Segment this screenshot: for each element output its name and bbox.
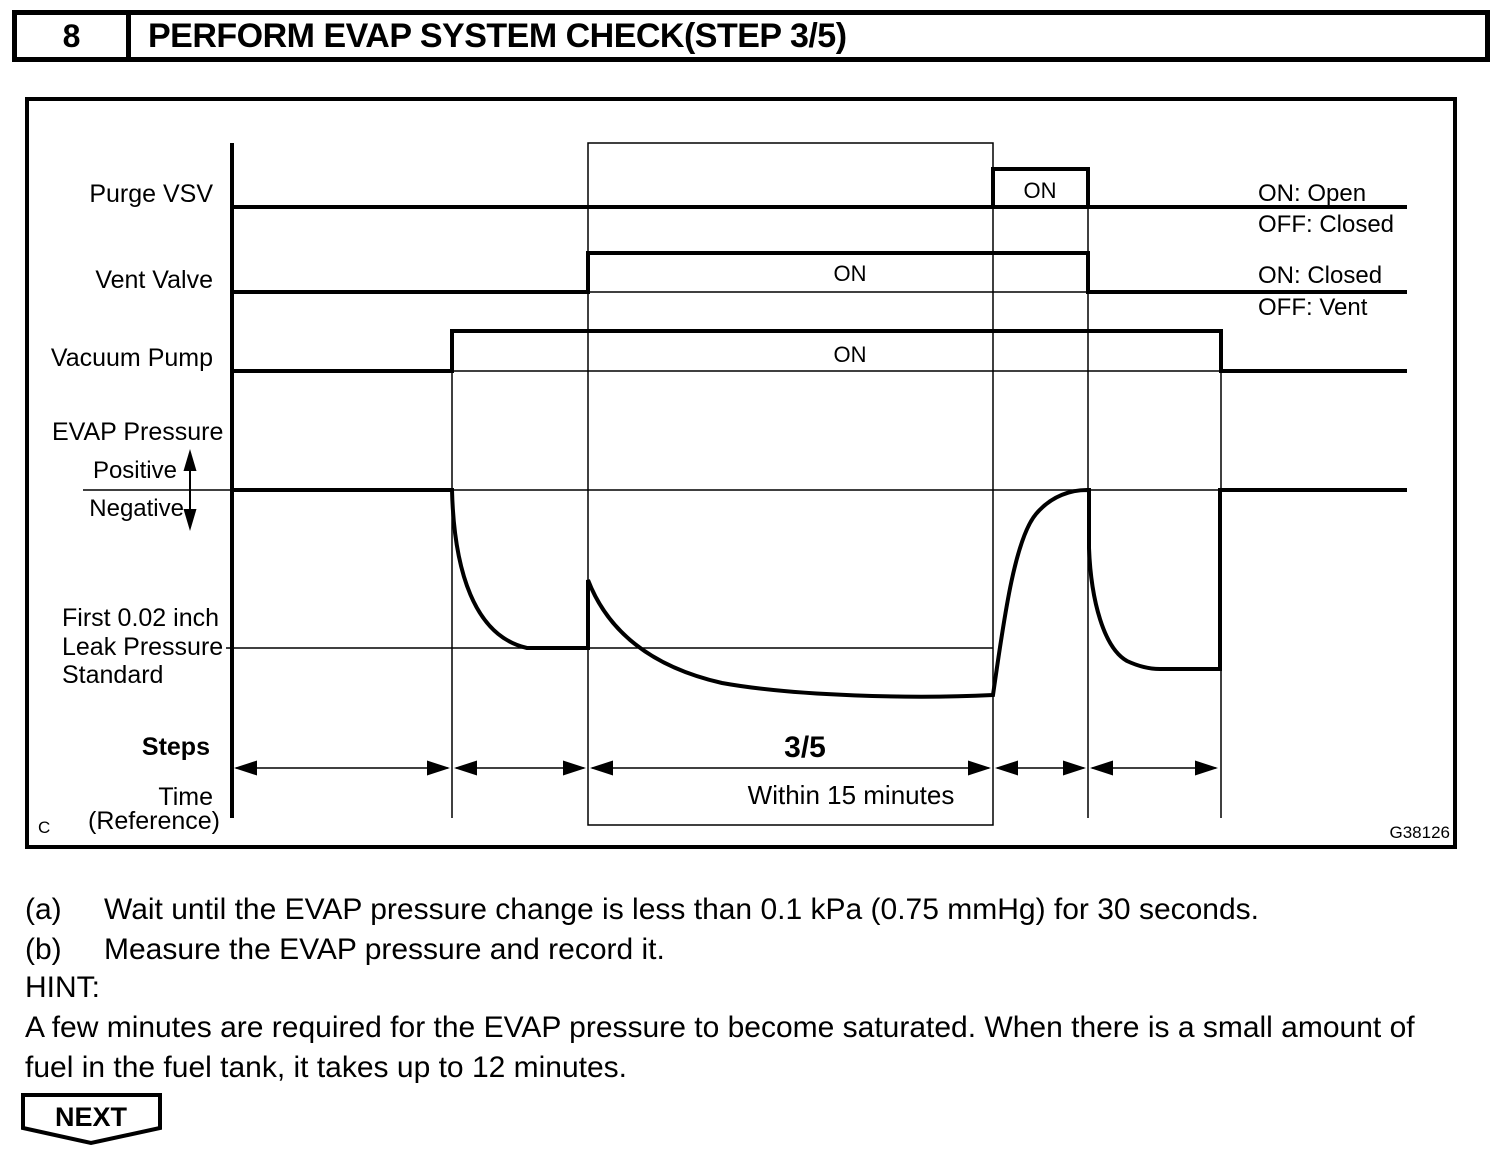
vent-valve-on-label: ON — [834, 261, 867, 286]
step-value: 3/5 — [784, 731, 826, 764]
duration-note: Within 15 minutes — [748, 780, 955, 810]
vent-valve-waveform — [232, 251, 1407, 294]
positive-negative-arrow-icon — [183, 449, 197, 531]
evap-pressure-trace — [233, 488, 1407, 699]
vent-valve-legend-off: OFF: Vent — [1258, 294, 1368, 321]
instruction-a-marker: (a) — [25, 893, 62, 926]
leak-standard-label-line3: Standard — [62, 661, 163, 689]
time-reference-label: (Reference) — [88, 807, 220, 835]
time-axis-arrows — [234, 760, 1218, 776]
purge-vsv-on-pulse — [991, 167, 1090, 207]
hint-text-line2: fuel in the fuel tank, it takes up to 12… — [25, 1051, 628, 1084]
hint-label: HINT: — [25, 971, 100, 1004]
step-number: 8 — [17, 15, 131, 57]
corner-mark: C — [38, 818, 50, 837]
purge-vsv-legend-on: ON: Open — [1258, 180, 1366, 207]
instruction-a-text: Wait until the EVAP pressure change is l… — [104, 893, 1260, 926]
instruction-b-marker: (b) — [25, 933, 62, 966]
steps-label: Steps — [142, 733, 210, 761]
negative-label: Negative — [89, 495, 184, 522]
leak-standard-label-line1: First 0.02 inch — [62, 604, 219, 632]
positive-label: Positive — [93, 457, 177, 484]
timing-diagram: Purge VSV Vent Valve Vacuum Pump EVAP Pr… — [25, 97, 1457, 849]
next-button-label: NEXT — [55, 1102, 128, 1132]
page-title: PERFORM EVAP SYSTEM CHECK(STEP 3/5) — [148, 16, 847, 55]
purge-vsv-label: Purge VSV — [89, 180, 213, 208]
hint-text-line1: A few minutes are required for the EVAP … — [25, 1011, 1415, 1044]
diagram-border — [25, 97, 1457, 849]
figure-code: G38126 — [1390, 823, 1451, 842]
instruction-item-a: (a) Wait until the EVAP pressure change i… — [25, 892, 1259, 928]
instruction-b-text: Measure the EVAP pressure and record it. — [104, 933, 665, 966]
step-header: 8 PERFORM EVAP SYSTEM CHECK(STEP 3/5) — [12, 10, 1490, 62]
vacuum-pump-on-label: ON — [834, 342, 867, 367]
time-label: Time — [158, 783, 213, 811]
purge-vsv-legend-off: OFF: Closed — [1258, 211, 1394, 238]
purge-vsv-on-label: ON — [1024, 178, 1057, 203]
vent-valve-legend-on: ON: Closed — [1258, 262, 1382, 289]
instruction-item-b: (b) Measure the EVAP pressure and record … — [25, 932, 665, 968]
next-button[interactable]: NEXT — [13, 1086, 183, 1156]
leak-standard-label-line2: Leak Pressure — [62, 633, 223, 661]
vacuum-pump-waveform — [232, 329, 1407, 373]
next-button-shape[interactable] — [21, 1093, 162, 1146]
evap-pressure-label: EVAP Pressure — [52, 418, 223, 446]
vent-valve-label: Vent Valve — [95, 266, 213, 294]
vacuum-pump-label: Vacuum Pump — [51, 344, 213, 372]
step-window-outline — [587, 142, 994, 826]
